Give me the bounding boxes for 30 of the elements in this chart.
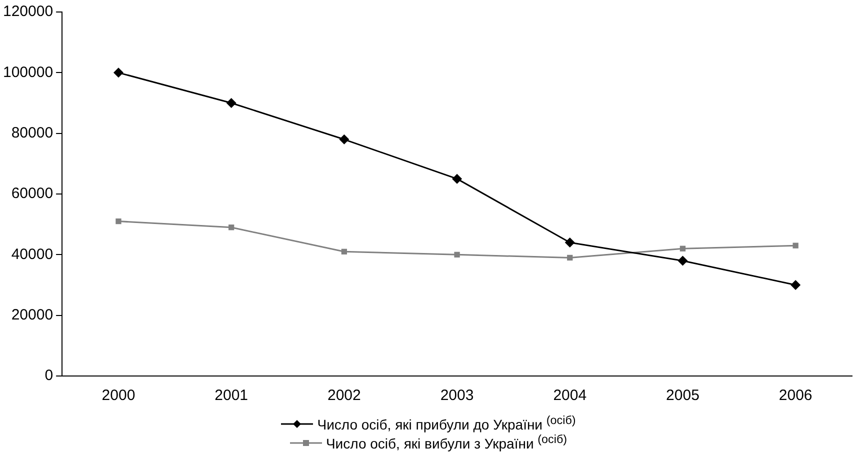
point [567, 254, 573, 261]
y-tick-label: 40000 [11, 246, 54, 263]
x-tick-label: 2001 [214, 387, 248, 404]
point [113, 68, 124, 78]
point [228, 224, 234, 230]
point [678, 256, 688, 266]
x-tick-label: 2003 [440, 387, 474, 404]
point [454, 252, 460, 258]
point [116, 218, 122, 224]
x-tick-label: 2000 [102, 387, 136, 404]
y-tick-label: 100000 [2, 64, 54, 81]
point [339, 134, 350, 144]
legend-label: Число осіб, які вибули з України $^{(осіб)}$ [326, 433, 568, 452]
y-tick-label: 120000 [2, 3, 54, 20]
point [452, 174, 462, 184]
point [564, 238, 575, 248]
y-tick-label: 20000 [11, 306, 54, 324]
x-tick-label: 2006 [778, 387, 812, 404]
legend-label: Число осіб, які прибули до України $^{(осіб)}$ [317, 414, 576, 433]
x-tick-label: 2002 [327, 387, 361, 404]
point [226, 98, 236, 108]
x-tick-label: 2005 [666, 387, 700, 404]
point [341, 248, 348, 254]
y-tick-label: 60000 [11, 185, 54, 202]
x-tick-label: 2004 [553, 387, 587, 404]
point [792, 242, 798, 248]
point [680, 246, 686, 252]
y-tick-label: 80000 [11, 124, 54, 142]
y-tick-label: 0 [44, 367, 54, 384]
point [790, 280, 801, 290]
